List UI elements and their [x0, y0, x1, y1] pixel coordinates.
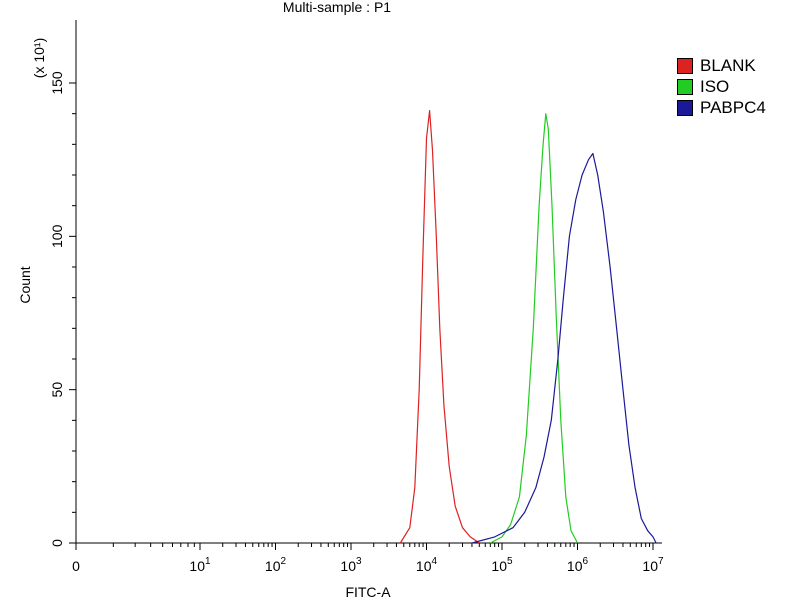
y-tick-label-150: 150	[49, 71, 65, 95]
legend-swatch-pabpc4	[677, 99, 693, 116]
tick-labels: 0 50 100 150 0 101 102 103 104 105 106 107	[49, 71, 664, 574]
x-tick-label-100: 102	[265, 556, 287, 574]
series-line-pabpc4	[471, 152, 657, 544]
legend-label-blank: BLANK	[700, 55, 756, 75]
axes	[69, 20, 662, 550]
legend-item-pabpc4: PABPC4	[677, 97, 766, 118]
x-tick-label-0: 0	[72, 558, 80, 574]
x-tick-label-10000000: 107	[642, 556, 664, 574]
y-tick-label-100: 100	[49, 224, 65, 248]
x-tick-label-10: 101	[189, 556, 211, 574]
y-axis-label: Count	[17, 266, 33, 303]
y-tick-label-50: 50	[49, 382, 65, 398]
series-lines	[399, 109, 657, 544]
x-tick-label-10000: 104	[416, 556, 438, 574]
chart-title: Multi-sample : P1	[283, 0, 391, 15]
legend-label-iso: ISO	[700, 76, 730, 96]
legend-item-iso: ISO	[677, 76, 766, 97]
x-axis-label: FITC-A	[345, 584, 391, 600]
legend-item-blank: BLANK	[677, 55, 766, 76]
x-tick-label-100000: 105	[491, 556, 513, 574]
legend-swatch-iso	[677, 78, 693, 95]
x-tick-label-1000: 103	[340, 556, 362, 574]
series-line-blank	[399, 109, 480, 544]
y-tick-label-0: 0	[49, 539, 65, 547]
legend-swatch-blank	[677, 57, 693, 74]
legend-label-pabpc4: PABPC4	[700, 97, 766, 117]
legend: BLANK ISO PABPC4	[677, 55, 766, 118]
series-line-iso	[490, 113, 579, 544]
x-tick-label-1000000: 106	[567, 556, 589, 574]
y-multiplier-label: (x 10¹)	[31, 38, 47, 78]
